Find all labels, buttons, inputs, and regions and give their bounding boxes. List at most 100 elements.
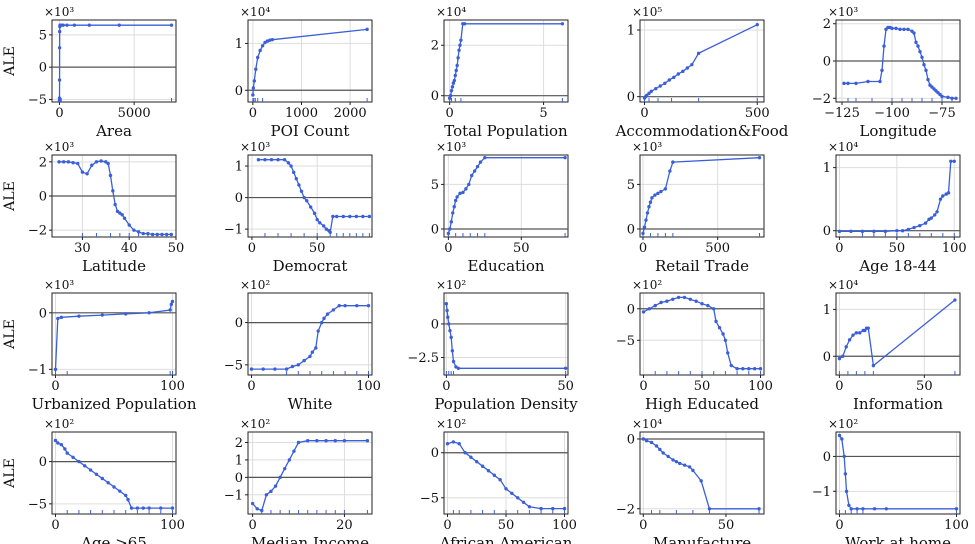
x-tick-label: 0 — [835, 241, 843, 256]
ale-point — [123, 312, 128, 316]
x-tick-label: 100 — [356, 379, 381, 394]
ale-line — [55, 440, 173, 509]
scale-exponent-label: ×10³ — [828, 5, 858, 19]
x-tick-label: 50 — [718, 518, 735, 533]
ale-point — [954, 507, 959, 511]
ale-point — [164, 232, 169, 237]
ale-point — [59, 315, 64, 320]
ale-point — [461, 190, 465, 195]
ale-point — [57, 160, 61, 164]
ale-point — [264, 493, 269, 497]
ale-point — [108, 173, 113, 178]
subplot-totpop: 0 5 0 2 ×10⁴ Total Population — [431, 5, 569, 140]
ale-point — [918, 223, 922, 228]
ale-point — [650, 196, 654, 200]
ale-point — [324, 227, 329, 231]
ale-point — [706, 303, 710, 308]
x-tick-label: −125 — [824, 106, 860, 121]
ale-point — [470, 173, 474, 178]
ale-point — [938, 197, 943, 201]
ale-point — [866, 326, 870, 330]
ale-point — [146, 231, 150, 236]
ale-point — [717, 325, 722, 330]
ale-point — [469, 455, 473, 459]
ale-point — [57, 29, 62, 34]
ale-point — [674, 459, 679, 464]
ale-point — [721, 332, 725, 336]
y-tick-label: 5 — [627, 178, 635, 193]
x-axis-label: Area — [95, 122, 132, 140]
ale-point — [126, 497, 130, 502]
ale-point — [135, 506, 140, 510]
ale-point — [57, 78, 62, 82]
y-tick-label: 0 — [431, 446, 439, 461]
ale-point — [57, 46, 62, 50]
ale-point — [840, 437, 844, 441]
x-tick-label: 50 — [557, 379, 574, 394]
subplot-accom: 0 500 0 1 ×10⁵ Accommodation&Food — [615, 5, 789, 140]
ale-point — [902, 27, 906, 32]
ale-point — [949, 159, 953, 164]
ale-point — [667, 78, 672, 82]
y-tick-label: 5 — [39, 28, 47, 43]
ale-point — [88, 468, 93, 472]
y-tick-label: 0 — [627, 90, 635, 105]
y-tick-label: 1 — [235, 453, 243, 468]
x-tick-label: 0 — [51, 518, 59, 533]
scale-exponent-label: ×10² — [240, 417, 270, 431]
ale-point — [912, 31, 916, 35]
ale-point — [872, 507, 877, 511]
ale-point — [480, 464, 485, 468]
y-tick-label: 1 — [823, 303, 831, 318]
y-axis-label: ALE — [2, 46, 18, 77]
scale-exponent-label: ×10² — [828, 417, 858, 431]
ale-point — [647, 307, 652, 311]
scale-exponent-label: ×10³ — [44, 140, 74, 154]
ale-line — [642, 157, 760, 234]
ale-point — [906, 27, 910, 32]
ale-point — [661, 451, 665, 455]
scale-exponent-label: ×10⁴ — [632, 417, 662, 431]
ale-line — [58, 24, 172, 101]
ale-point — [56, 316, 60, 321]
ale-point — [475, 164, 480, 169]
ale-point — [757, 155, 762, 160]
ale-point — [682, 295, 687, 300]
ale-point — [319, 320, 324, 325]
ale-point — [450, 349, 455, 353]
ale-point — [916, 44, 920, 48]
ale-point — [141, 231, 145, 236]
x-tick-label: −100 — [874, 106, 910, 121]
scale-exponent-label: ×10² — [632, 278, 662, 292]
subplot-retail: 0 500 0 5 ×10³ Retail Trade — [627, 140, 765, 275]
ale-line — [448, 23, 563, 99]
x-tick-label: 0 — [247, 379, 255, 394]
ale-point — [76, 161, 80, 166]
ale-point — [841, 354, 845, 358]
x-axis-label: Democrat — [273, 257, 348, 275]
ale-point — [700, 302, 704, 306]
ale-point — [283, 466, 287, 471]
x-tick-label: 100 — [748, 379, 773, 394]
ale-point — [99, 159, 103, 163]
ale-point — [475, 460, 479, 464]
ale-point — [263, 158, 267, 162]
x-tick-label: 0 — [639, 518, 647, 533]
ale-point — [453, 198, 458, 203]
ale-point — [711, 307, 716, 311]
ale-point — [61, 23, 65, 27]
ale-point — [456, 366, 461, 370]
y-tick-label: −2 — [812, 92, 831, 107]
ale-point — [273, 484, 278, 488]
ale-point — [452, 78, 457, 83]
ale-point — [448, 227, 452, 231]
ale-point — [331, 214, 335, 219]
ale-point — [953, 298, 957, 302]
ale-point — [894, 26, 898, 31]
ale-point — [467, 182, 471, 187]
scale-exponent-label: ×10³ — [44, 278, 74, 292]
x-tick-label: 100 — [942, 241, 967, 256]
x-axis-label: Age 18-44 — [858, 257, 936, 275]
y-tick-label: 5 — [431, 178, 439, 193]
ale-point — [451, 440, 456, 444]
